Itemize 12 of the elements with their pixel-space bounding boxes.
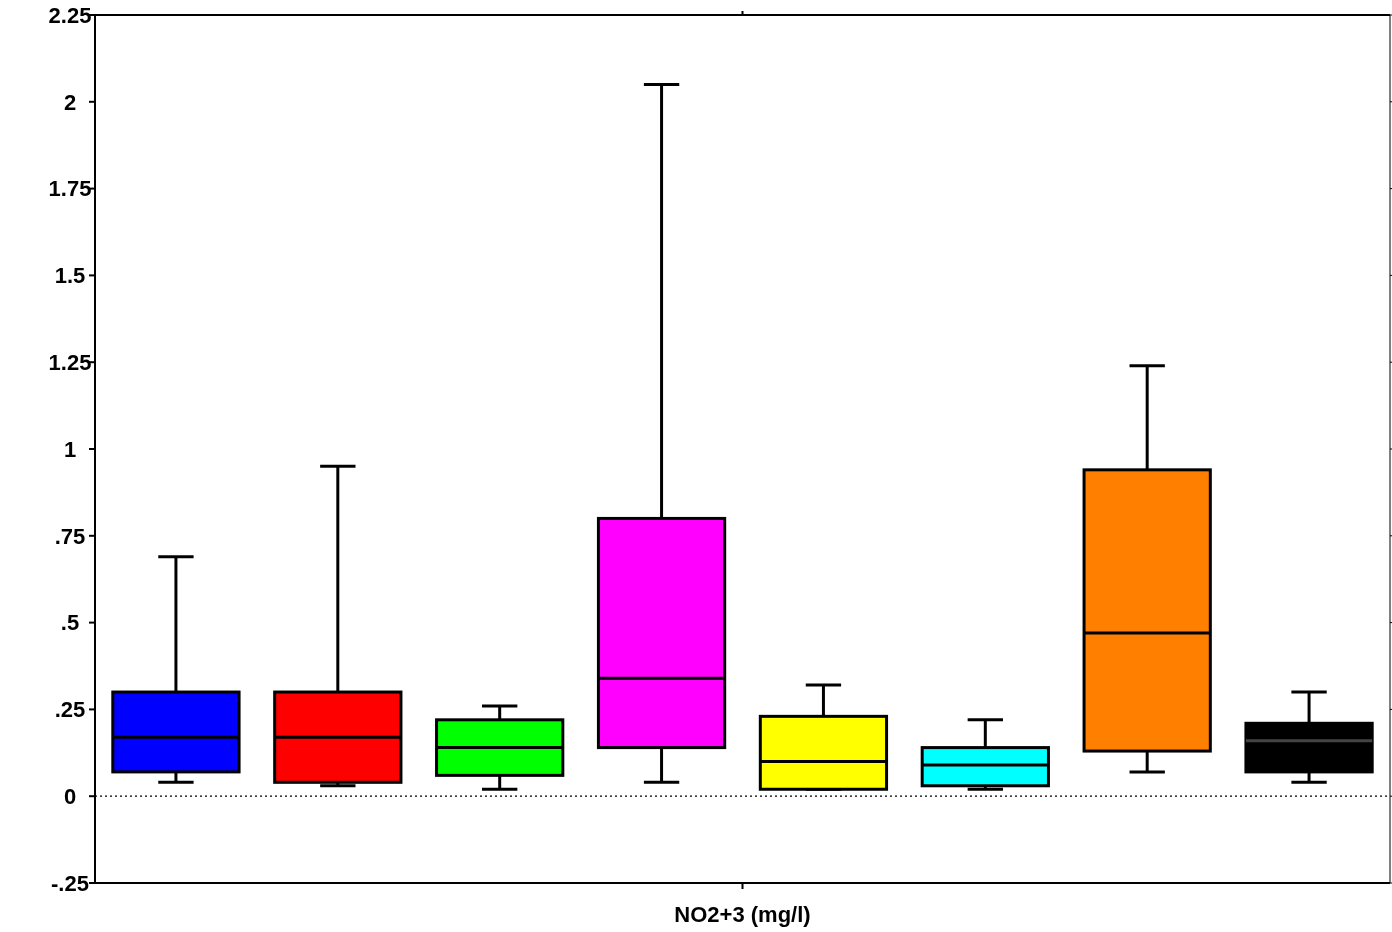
y-tick-label: 2 — [63, 89, 77, 115]
x-axis-title: NO2+3 (mg/l) — [674, 902, 811, 927]
y-tick-label: .75 — [54, 523, 86, 549]
y-tick-label: .25 — [54, 697, 86, 723]
y-tick-label: 0 — [63, 783, 77, 809]
y-tick-label: 1 — [63, 436, 77, 462]
y-tick-label: 1.75 — [48, 176, 92, 202]
y-tick-label: -.25 — [51, 870, 89, 896]
y-tick-label: 1.25 — [48, 349, 92, 375]
y-tick-label: .5 — [60, 610, 80, 636]
y-tick-label: 1.5 — [54, 263, 86, 289]
y-tick-label: 2.25 — [48, 2, 92, 28]
